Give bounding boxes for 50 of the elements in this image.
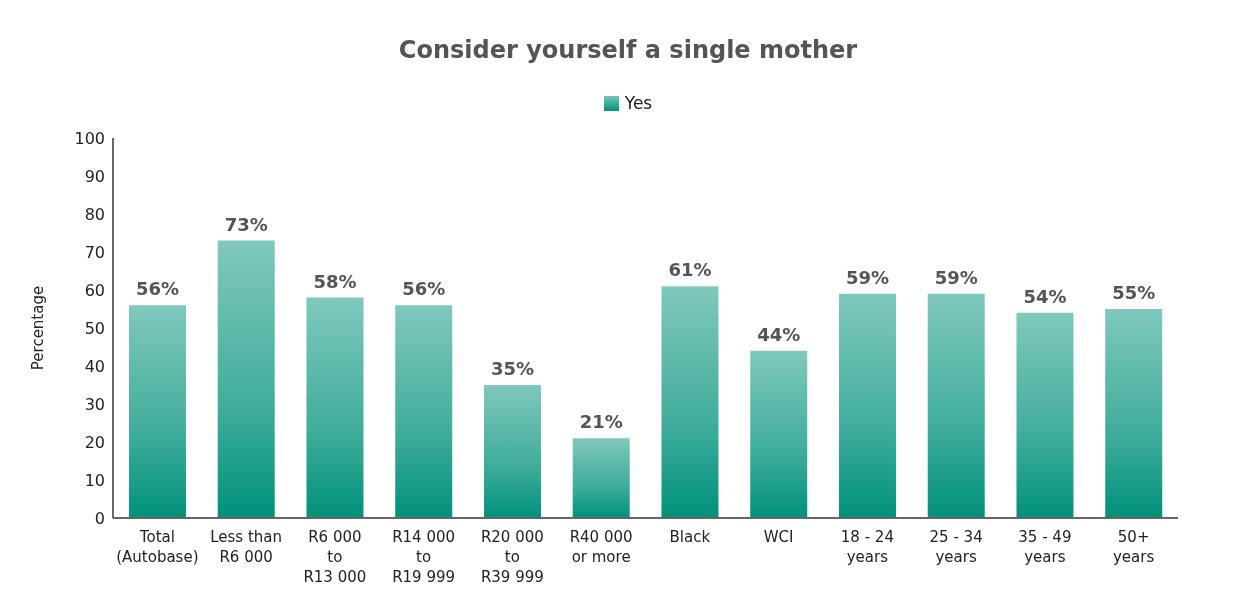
y-axis-title: Percentage: [29, 285, 48, 371]
x-tick-label: 25 - 34 years: [929, 528, 983, 566]
y-tick-label: 80: [84, 204, 105, 224]
data-label: 59%: [845, 266, 890, 288]
bar: [217, 240, 275, 518]
x-tick-label: R40 000 or more: [569, 528, 633, 566]
bar: [1016, 312, 1074, 518]
bar: [572, 438, 630, 518]
bar: [483, 385, 541, 518]
x-tick-label: R14 000 to R19 999: [392, 528, 456, 586]
data-label: 21%: [579, 411, 623, 433]
x-tick-label: 18 - 24 years: [840, 528, 894, 566]
legend-label: Yes: [623, 92, 653, 115]
bar: [128, 305, 186, 518]
y-tick-label: 10: [84, 470, 105, 490]
y-tick-label: 90: [84, 166, 105, 186]
data-label: 56%: [402, 278, 446, 300]
data-label: 59%: [934, 266, 978, 288]
bar: [306, 297, 364, 518]
y-tick-label: 20: [84, 432, 105, 452]
data-label: 56%: [135, 278, 180, 300]
x-tick-label: Black: [669, 528, 711, 546]
y-tick-label: 70: [84, 242, 105, 262]
data-label: 44%: [757, 323, 801, 345]
x-tick-label: Less than R6 000: [210, 528, 283, 566]
data-label: 61%: [668, 259, 712, 281]
y-tick-label: 50: [84, 318, 105, 338]
data-label: 58%: [313, 270, 357, 292]
bar: [750, 350, 808, 518]
y-tick-label: 40: [84, 356, 105, 376]
y-tick-label: 0: [94, 508, 105, 528]
data-label: 73%: [224, 213, 268, 235]
y-tick-label: 60: [84, 280, 105, 300]
x-tick-label: R6 000 to R13 000: [303, 528, 367, 586]
x-tick-label: Total (Autobase): [116, 528, 199, 566]
bar: [661, 286, 719, 518]
x-tick-label: 50+ years: [1112, 528, 1155, 566]
bar: [1105, 309, 1163, 518]
data-label: 55%: [1112, 282, 1156, 303]
bar: [927, 293, 985, 518]
x-tick-label: 35 - 49 years: [1018, 528, 1072, 566]
chart-title: Consider yourself a single mother: [397, 35, 859, 66]
data-label: 54%: [1023, 285, 1067, 307]
bar: [838, 293, 896, 518]
data-label: 35%: [490, 358, 535, 379]
x-tick-label: R20 000 to R39 999: [480, 528, 544, 586]
bar: [395, 305, 453, 518]
y-tick-label: 30: [84, 394, 105, 414]
x-tick-label: WCI: [763, 528, 794, 546]
y-tick-label: 100: [74, 128, 105, 148]
